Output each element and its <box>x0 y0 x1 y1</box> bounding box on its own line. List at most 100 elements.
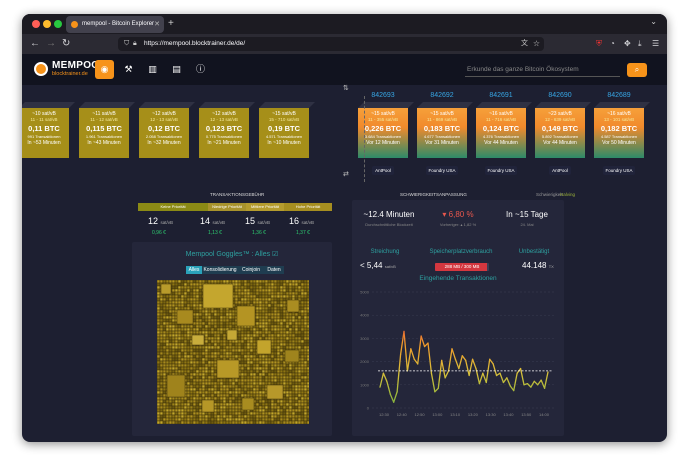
transaction-tile[interactable] <box>198 324 203 329</box>
transaction-tile[interactable] <box>192 393 197 398</box>
transaction-tile[interactable] <box>255 390 260 395</box>
reload-icon[interactable]: ↻ <box>62 38 71 49</box>
transaction-tile[interactable] <box>195 363 200 368</box>
transaction-tile[interactable] <box>306 399 309 404</box>
transaction-tile[interactable] <box>189 384 194 389</box>
transaction-tile[interactable] <box>270 330 275 335</box>
transaction-tile[interactable] <box>303 288 308 293</box>
transaction-tile[interactable] <box>246 375 251 380</box>
transaction-tile[interactable] <box>261 417 266 422</box>
transaction-tile[interactable] <box>177 399 182 404</box>
transaction-tile[interactable] <box>273 342 278 347</box>
transaction-tile[interactable] <box>222 393 227 398</box>
transaction-tile[interactable] <box>204 372 209 377</box>
transaction-tile[interactable] <box>198 417 203 422</box>
transaction-tile[interactable] <box>237 381 242 386</box>
transaction-tile[interactable] <box>210 280 215 284</box>
transaction-tile[interactable] <box>297 342 302 347</box>
transaction-tile[interactable] <box>192 405 197 410</box>
transaction-tile[interactable] <box>267 333 272 338</box>
transaction-tile[interactable] <box>171 330 176 335</box>
transaction-tile[interactable] <box>216 339 221 344</box>
transaction-tile[interactable] <box>267 321 272 326</box>
transaction-tile[interactable] <box>270 282 275 287</box>
transaction-tile[interactable] <box>213 333 218 338</box>
transaction-tile[interactable] <box>291 399 296 404</box>
transaction-tile[interactable] <box>300 408 305 413</box>
transaction-tile[interactable] <box>171 348 176 353</box>
transaction-tile[interactable] <box>258 396 263 401</box>
transaction-tile[interactable] <box>276 300 281 305</box>
transaction-tile[interactable] <box>261 357 266 362</box>
transaction-tile[interactable] <box>168 417 173 422</box>
transaction-tile[interactable] <box>300 390 305 395</box>
transaction-tile[interactable] <box>192 348 197 353</box>
transaction-tile[interactable] <box>266 384 284 400</box>
transaction-tile[interactable] <box>204 327 209 332</box>
transaction-tile[interactable] <box>273 291 278 296</box>
transaction-tile[interactable] <box>234 390 239 395</box>
transaction-tile[interactable] <box>246 363 251 368</box>
transaction-tile[interactable] <box>231 348 236 353</box>
transaction-tile[interactable] <box>270 327 275 332</box>
transaction-tile[interactable] <box>189 381 194 386</box>
transaction-tile[interactable] <box>273 354 278 359</box>
transaction-tile[interactable] <box>222 408 227 413</box>
transaction-tile[interactable] <box>189 420 194 424</box>
minimize-window-icon[interactable] <box>43 20 51 28</box>
transaction-tile[interactable] <box>180 294 185 299</box>
transaction-tile[interactable] <box>165 300 170 305</box>
transaction-tile[interactable] <box>237 390 242 395</box>
transaction-tile[interactable] <box>159 411 164 416</box>
transaction-tile[interactable] <box>186 339 191 344</box>
transaction-tile[interactable] <box>204 354 209 359</box>
transaction-tile[interactable] <box>249 336 254 341</box>
transaction-tile[interactable] <box>297 363 302 368</box>
transaction-tile[interactable] <box>240 297 245 302</box>
transaction-tile[interactable] <box>285 369 290 374</box>
transaction-tile[interactable] <box>300 360 305 365</box>
transaction-tile[interactable] <box>297 417 302 422</box>
transaction-tile[interactable] <box>306 318 309 323</box>
transaction-tile[interactable] <box>264 315 269 320</box>
transaction-tile[interactable] <box>297 405 302 410</box>
transaction-tile[interactable] <box>288 402 293 407</box>
transaction-tile[interactable] <box>162 384 167 389</box>
transaction-tile[interactable] <box>297 282 302 287</box>
transaction-tile[interactable] <box>183 369 188 374</box>
transaction-tile[interactable] <box>201 348 206 353</box>
transaction-tile[interactable] <box>252 345 257 350</box>
transaction-tile[interactable] <box>198 351 203 356</box>
transaction-tile[interactable] <box>189 399 194 404</box>
mined-block[interactable]: ~15 sat/vB 11 - 355 sat/vB 0,226 BTC 3.6… <box>358 102 414 158</box>
transaction-tile[interactable] <box>282 291 287 296</box>
transaction-tile[interactable] <box>222 280 227 284</box>
transaction-tile[interactable] <box>303 405 308 410</box>
transaction-tile[interactable] <box>249 297 254 302</box>
transaction-tile[interactable] <box>195 321 200 326</box>
transaction-tile[interactable] <box>216 414 221 419</box>
transaction-tile[interactable] <box>213 381 218 386</box>
transaction-tile[interactable] <box>204 378 209 383</box>
transaction-tile[interactable] <box>159 363 164 368</box>
transaction-tile[interactable] <box>246 300 251 305</box>
transaction-tile[interactable] <box>291 414 296 419</box>
transaction-tile[interactable] <box>303 345 308 350</box>
transaction-tile[interactable] <box>285 288 290 293</box>
transaction-tile[interactable] <box>300 330 305 335</box>
transaction-tile[interactable] <box>177 345 182 350</box>
transaction-tile[interactable] <box>249 339 254 344</box>
transaction-tile[interactable] <box>258 324 263 329</box>
transaction-tile[interactable] <box>177 396 182 401</box>
transaction-tile[interactable] <box>261 405 266 410</box>
transaction-tile[interactable] <box>282 294 287 299</box>
transaction-tile[interactable] <box>276 297 281 302</box>
transaction-tile[interactable] <box>285 384 290 389</box>
transaction-tile[interactable] <box>216 399 221 404</box>
transaction-tile[interactable] <box>291 417 296 422</box>
transaction-tile[interactable] <box>264 294 269 299</box>
transaction-tile[interactable] <box>171 366 176 371</box>
transaction-tile[interactable] <box>270 420 275 424</box>
transaction-tile[interactable] <box>270 372 275 377</box>
transaction-tile[interactable] <box>183 360 188 365</box>
